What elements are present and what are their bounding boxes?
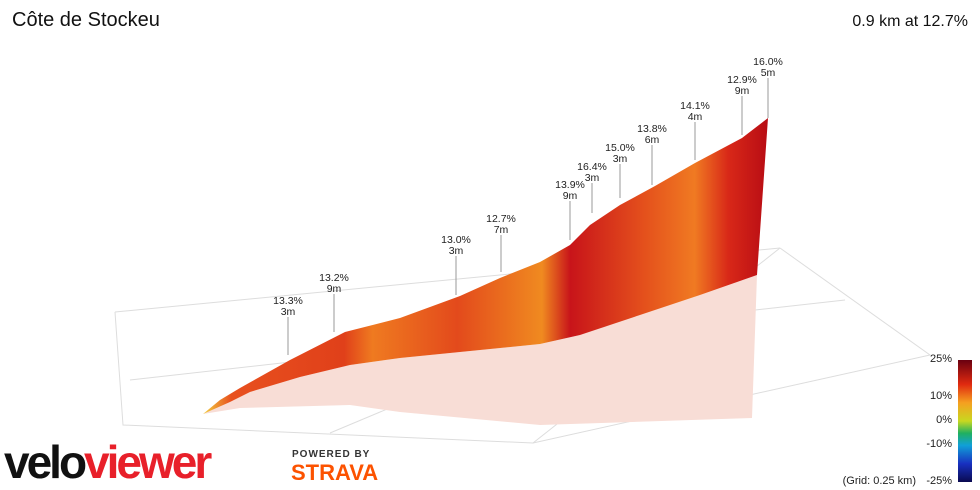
ann-length: 7m [494,224,509,236]
ann-grade: 13.3% [273,295,303,307]
summary: 0.9 km at 12.7% [852,13,968,30]
ann-grade: 16.0% [753,56,783,68]
ann-length: 9m [563,190,578,202]
logo: veloviewer [4,436,212,488]
ann-grade: 14.1% [680,100,710,112]
ann-length: 3m [585,172,600,184]
ann-length: 3m [449,245,464,257]
ann-grade: 13.0% [441,234,471,246]
ann-grade: 13.2% [319,272,349,284]
title: Côte de Stockeu [12,9,160,31]
ann-length: 9m [327,283,342,295]
ann-length: 5m [761,67,776,79]
ann-grade: 13.8% [637,123,667,135]
ann-length: 3m [281,306,296,318]
logo-velo: velo [4,436,86,488]
cb-tick: 0% [936,414,952,426]
ann-grade: 12.9% [727,74,757,86]
strava: STRAVA [291,460,378,485]
ann-grade: 12.7% [486,213,516,225]
cb-tick: -10% [926,438,952,450]
ann-grade: 16.4% [577,161,607,173]
powered-by: POWERED BY [292,449,370,460]
ribbon [203,118,768,414]
cb-tick: 25% [930,353,952,365]
cb-tick: 10% [930,390,952,402]
cb-tick: -25% [926,475,952,487]
logo-viewer: viewer [84,436,212,488]
grid-note: (Grid: 0.25 km) [843,475,916,487]
ann-grade: 13.9% [555,179,585,191]
ann-length: 6m [645,134,660,146]
ann-length: 9m [735,85,750,97]
ann-length: 4m [688,111,703,123]
ann-length: 3m [613,153,628,165]
ann-grade: 15.0% [605,142,635,154]
colorbar [958,360,972,482]
